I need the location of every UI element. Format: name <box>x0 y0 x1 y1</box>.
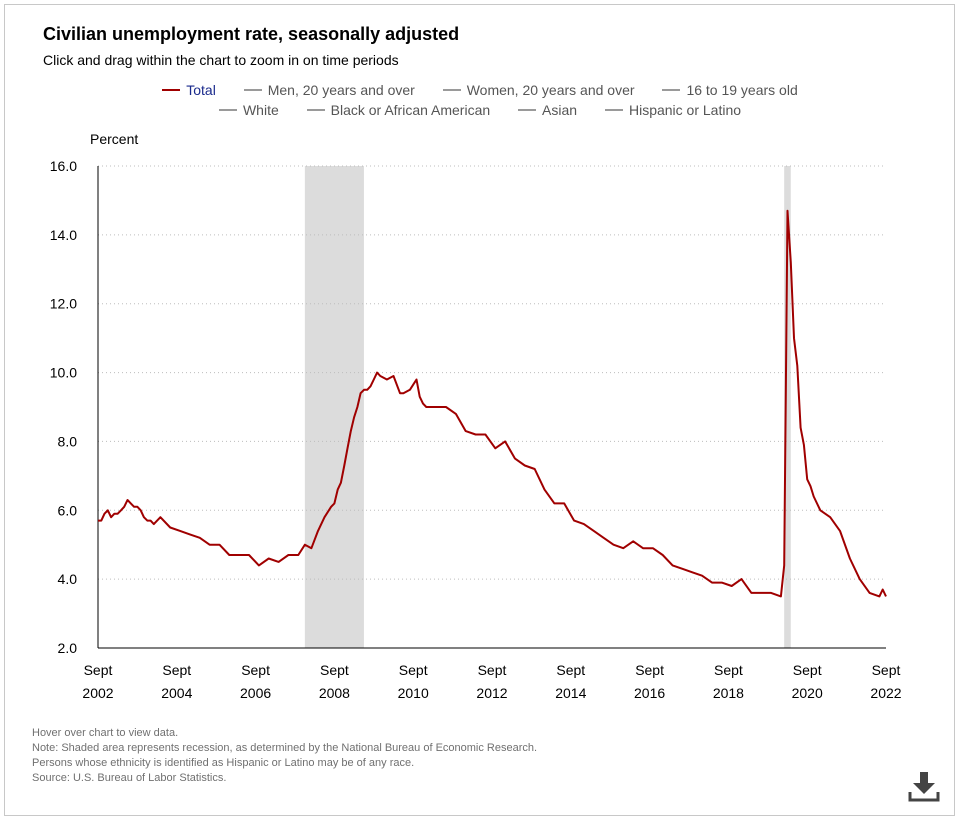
legend-item-total[interactable]: Total <box>162 82 216 98</box>
legend-swatch <box>243 89 262 92</box>
note-hispanic: Persons whose ethnicity is identified as… <box>32 757 415 769</box>
y-tick-label: 4.0 <box>58 571 78 587</box>
recession-band <box>784 166 791 648</box>
x-tick-month: Sept <box>872 662 901 678</box>
legend-item-hispanic[interactable]: Hispanic or Latino <box>604 102 742 118</box>
chart-container <box>4 4 955 816</box>
legend-swatch <box>442 89 461 92</box>
chart-notes: Hover over chart to view data. Note: Sha… <box>32 726 537 786</box>
legend-row-2: White Black or African American Asian Hi… <box>0 102 960 122</box>
legend-item-white[interactable]: White <box>218 102 279 118</box>
legend-swatch <box>662 89 681 92</box>
note-source: Source: U.S. Bureau of Labor Statistics. <box>32 772 227 784</box>
x-tick-month: Sept <box>556 662 585 678</box>
legend-item-asian[interactable]: Asian <box>518 102 577 118</box>
legend-label: White <box>242 102 279 118</box>
y-tick-label: 14.0 <box>50 227 77 243</box>
x-tick-month: Sept <box>320 662 349 678</box>
x-tick-month: Sept <box>714 662 743 678</box>
y-tick-label: 16.0 <box>50 158 77 174</box>
download-icon <box>908 772 940 802</box>
legend-item-16-to-19[interactable]: 16 to 19 years old <box>662 82 798 98</box>
line-chart[interactable]: 16.0 14.0 12.0 10.0 8.0 6.0 4.0 2.0 Sept 2002 Sept… <box>0 0 960 722</box>
x-tick-month: Sept <box>241 662 270 678</box>
legend-label: Total <box>186 82 216 98</box>
y-tick-label: 8.0 <box>58 433 78 449</box>
x-tick-month: Sept <box>793 662 822 678</box>
download-button[interactable] <box>906 770 942 804</box>
note-hover: Hover over chart to view data. <box>32 727 179 739</box>
legend-item-men-20-over[interactable]: Men, 20 years and over <box>243 82 415 98</box>
legend-item-women-20-over[interactable]: Women, 20 years and over <box>442 82 635 98</box>
legend-label: Women, 20 years and over <box>466 82 635 98</box>
legend-label: Black or African American <box>330 102 491 118</box>
y-tick-label: 2.0 <box>58 640 78 656</box>
x-tick-year: 2004 <box>161 685 192 701</box>
x-tick-year: 2020 <box>792 685 823 701</box>
legend-swatch <box>306 109 325 112</box>
legend-swatch <box>518 109 537 112</box>
y-tick-label: 6.0 <box>58 502 78 518</box>
x-tick-year: 2006 <box>240 685 271 701</box>
x-tick-year: 2008 <box>319 685 350 701</box>
legend-item-black[interactable]: Black or African American <box>306 102 491 118</box>
x-tick-month: Sept <box>478 662 507 678</box>
x-tick-month: Sept <box>635 662 664 678</box>
series-line-total[interactable] <box>98 209 887 598</box>
recession-band <box>304 166 364 648</box>
x-tick-month: Sept <box>162 662 191 678</box>
y-tick-label: 12.0 <box>50 296 77 312</box>
y-tick-label: 10.0 <box>50 365 77 381</box>
legend-swatch <box>218 109 237 112</box>
x-tick-month: Sept <box>84 662 113 678</box>
legend-swatch <box>604 109 623 112</box>
legend-label: Men, 20 years and over <box>267 82 415 98</box>
legend-swatch <box>162 89 181 92</box>
x-tick-year: 2018 <box>713 685 744 701</box>
x-tick-month: Sept <box>399 662 428 678</box>
legend-row-1: Total Men, 20 years and over Women, 20 y… <box>0 82 960 102</box>
x-tick-year: 2002 <box>82 685 113 701</box>
x-tick-year: 2010 <box>398 685 429 701</box>
x-tick-year: 2012 <box>476 685 507 701</box>
chart-title: Civilian unemployment rate, seasonally a… <box>43 24 460 44</box>
x-tick-year: 2016 <box>634 685 665 701</box>
legend-label: Asian <box>542 102 578 118</box>
legend-label: 16 to 19 years old <box>686 82 798 98</box>
legend-label: Hispanic or Latino <box>628 102 742 118</box>
note-recession: Note: Shaded area represents recession, … <box>32 742 538 754</box>
x-tick-year: 2014 <box>555 685 586 701</box>
y-axis-label: Percent <box>90 131 139 147</box>
x-tick-year: 2022 <box>870 685 901 701</box>
chart-subtitle: Click and drag within the chart to zoom … <box>43 52 399 68</box>
